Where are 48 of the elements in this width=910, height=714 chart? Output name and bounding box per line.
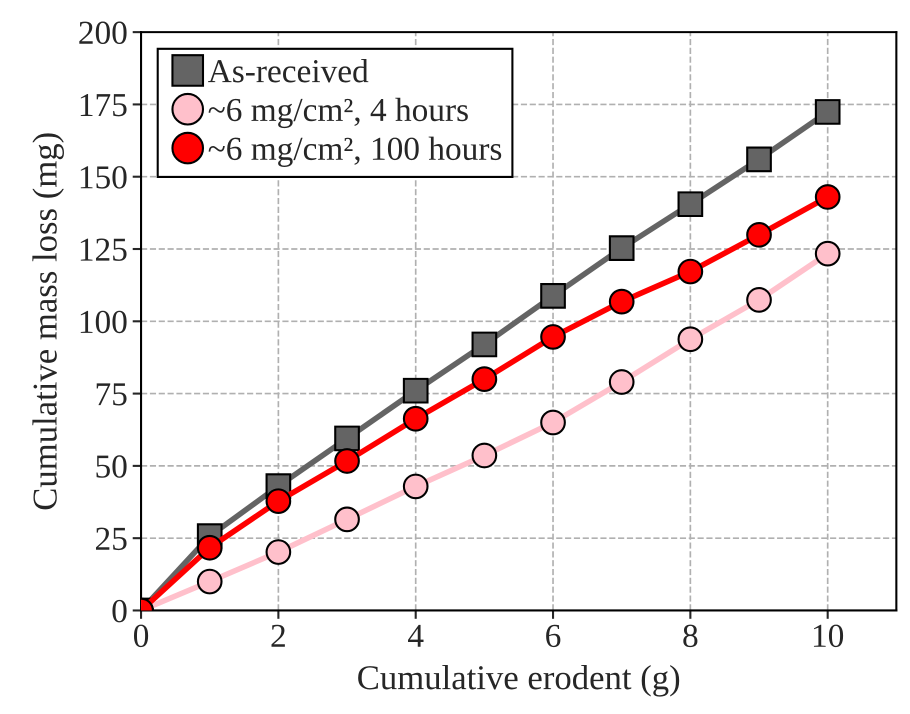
point [402, 474, 429, 500]
x-tick-label: 10 [814, 624, 844, 648]
point [334, 448, 360, 474]
point [472, 366, 498, 392]
x-axis-title: Cumulative erodent (g) [358, 665, 680, 697]
point [472, 442, 498, 468]
x-tick-label: 2 [272, 624, 285, 647]
legend-label: As-received [208, 59, 368, 82]
x-tick-label: 8 [683, 624, 698, 648]
point [334, 506, 360, 532]
point [608, 288, 635, 314]
point [678, 191, 704, 218]
point [472, 332, 498, 358]
y-tick-label: 75 [96, 383, 127, 406]
point [540, 283, 566, 309]
y-tick-label: 50 [96, 455, 127, 478]
point [678, 326, 704, 352]
y-tick-label: 25 [96, 528, 127, 550]
y-tick-label: 100 [80, 310, 127, 334]
y-tick-label: 125 [80, 238, 127, 261]
point [266, 488, 292, 514]
point [402, 406, 429, 432]
legend-label: ~6 mg/cm², 100 hours [208, 136, 502, 167]
point [608, 369, 635, 395]
point [746, 146, 772, 172]
legend-label: ~6 mg/cm², 4 hours [208, 98, 468, 128]
point [540, 410, 566, 436]
point [814, 99, 841, 125]
point [402, 378, 429, 404]
point [266, 539, 292, 565]
point [540, 324, 566, 350]
x-tick-label: 6 [546, 624, 560, 648]
point [196, 568, 223, 594]
point [814, 240, 841, 266]
y-tick-label: 200 [79, 22, 127, 44]
y-tick-label: 0 [112, 600, 127, 622]
point [746, 222, 772, 248]
point [334, 426, 360, 452]
y-axis-title: Cumulative mass loss (mg) [32, 133, 64, 510]
y-tick-label: 150 [80, 166, 127, 189]
point [608, 235, 635, 261]
point [814, 184, 841, 210]
point [678, 258, 704, 284]
x-tick-label: 4 [408, 624, 424, 647]
y-tick-label: 175 [80, 94, 127, 116]
point [746, 287, 772, 313]
point [196, 534, 223, 561]
x-tick-label: 0 [134, 624, 148, 648]
